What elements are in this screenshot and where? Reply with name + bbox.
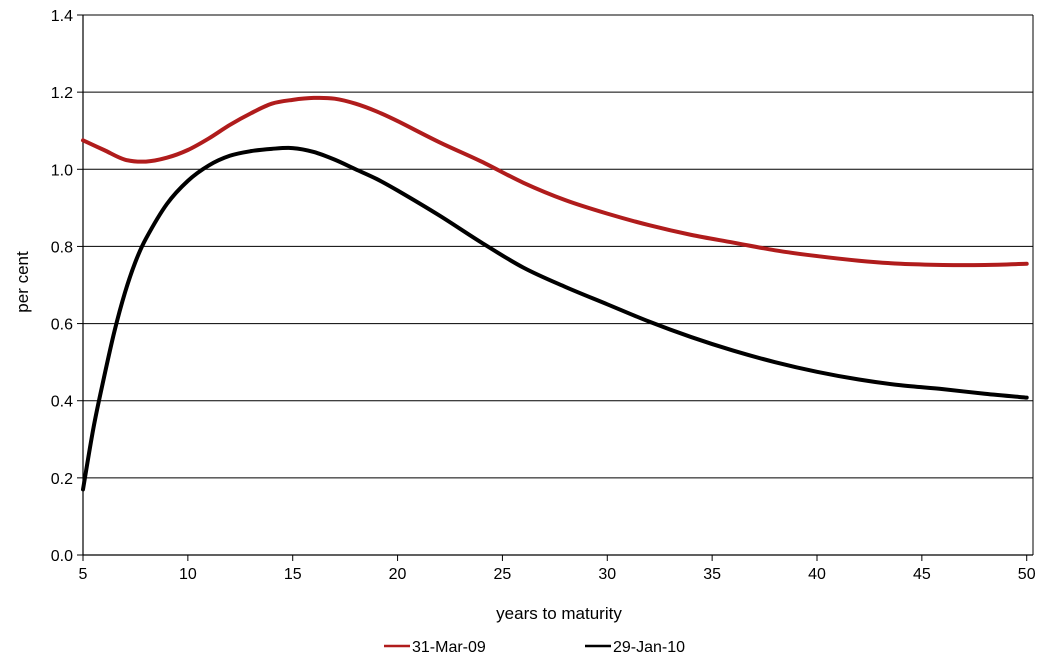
y-tick-label-1: 0.2 — [51, 471, 73, 488]
y-tick-label-2: 0.4 — [51, 394, 73, 411]
y-axis-ticks: 0.0 0.2 0.4 0.6 0.8 1.0 1.2 1.4 — [51, 8, 83, 565]
series-line-1 — [81, 145, 1029, 492]
y-tick-label-6: 1.2 — [51, 85, 73, 102]
x-tick-label-8: 45 — [913, 566, 931, 583]
x-axis-ticks: 5 10 15 20 25 30 35 40 45 50 — [79, 555, 1036, 583]
y-tick-label-0: 0.0 — [51, 548, 73, 565]
x-tick-label-4: 25 — [494, 566, 512, 583]
gridlines — [83, 14, 1033, 479]
y-tick-label-7: 1.4 — [51, 8, 73, 25]
legend-label-0: 31-Mar-09 — [412, 639, 486, 656]
y-tick-label-4: 0.8 — [51, 239, 73, 256]
x-tick-label-7: 40 — [808, 566, 826, 583]
plot-area — [82, 15, 1034, 556]
y-axis-label: per cent — [13, 251, 32, 313]
series-line-0 — [81, 95, 1029, 268]
legend-label-1: 29-Jan-10 — [613, 639, 685, 656]
x-tick-label-6: 35 — [703, 566, 721, 583]
series-lines — [81, 95, 1029, 492]
legend: 31-Mar-09 29-Jan-10 — [384, 639, 685, 656]
x-tick-label-2: 15 — [284, 566, 302, 583]
x-tick-label-9: 50 — [1018, 566, 1036, 583]
y-tick-label-3: 0.6 — [51, 317, 73, 334]
x-tick-label-1: 10 — [179, 566, 197, 583]
y-tick-label-5: 1.0 — [51, 162, 73, 179]
x-tick-label-5: 30 — [598, 566, 616, 583]
x-tick-label-3: 20 — [389, 566, 407, 583]
x-axis-label: years to maturity — [496, 604, 622, 623]
x-tick-label-0: 5 — [79, 566, 88, 583]
